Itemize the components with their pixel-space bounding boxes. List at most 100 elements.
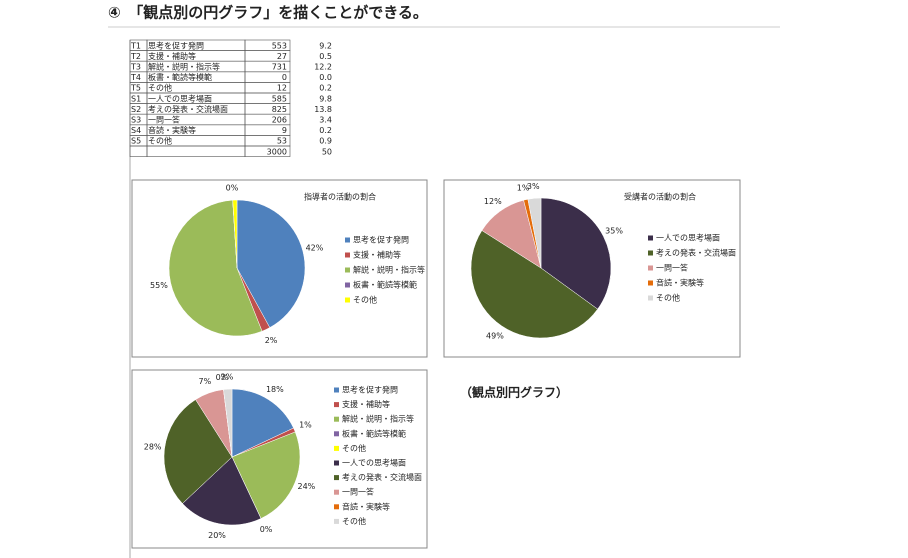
table-text: 585 xyxy=(272,94,287,103)
table-text: T4 xyxy=(130,73,141,82)
pie-slice xyxy=(231,431,301,519)
legend-label: 考えの発表・交流場面 xyxy=(656,248,736,258)
table-text: 支援・補助等 xyxy=(148,51,196,61)
data-label: 7% xyxy=(199,377,212,386)
pie-slice xyxy=(540,197,612,310)
table-text: T1 xyxy=(130,41,141,50)
table-text: 0.2 xyxy=(319,126,332,135)
table-text: 27 xyxy=(277,52,287,61)
pie-slice xyxy=(168,199,263,337)
table-text: 思考を促す発問 xyxy=(148,40,204,50)
data-label: 3% xyxy=(527,182,540,191)
table-text: 731 xyxy=(272,63,287,72)
data-label: 28% xyxy=(144,442,162,451)
table-text: 板書・範読等模範 xyxy=(148,72,212,82)
table-cell xyxy=(129,145,148,157)
table-text: 0.0 xyxy=(319,73,332,82)
table-text: 553 xyxy=(272,41,287,50)
table-text: 9.2 xyxy=(319,41,332,50)
legend-label: 思考を促す発問 xyxy=(342,385,398,395)
pie-slice xyxy=(470,230,598,339)
table-text: S5 xyxy=(131,137,141,146)
data-label: 35% xyxy=(605,226,623,235)
legend-swatch xyxy=(648,280,653,286)
data-label: 49% xyxy=(486,331,504,340)
table-text: 解説・説明・指示等 xyxy=(148,62,220,72)
legend-label: 支援・補助等 xyxy=(353,250,401,260)
legend-swatch xyxy=(648,265,653,271)
legend-label: その他 xyxy=(342,443,366,453)
table-text: 53 xyxy=(277,137,287,146)
legend-swatch xyxy=(648,235,653,241)
legend-label: 一問一答 xyxy=(342,487,374,497)
legend-label: 解説・説明・指示等 xyxy=(342,414,414,424)
pie-slice xyxy=(527,197,542,269)
legend-swatch xyxy=(334,504,339,510)
legend-swatch xyxy=(345,297,350,303)
table-text: 0.2 xyxy=(319,84,332,93)
legend-swatch xyxy=(648,295,653,301)
legend-swatch xyxy=(334,445,339,451)
legend-label: 板書・範読等模範 xyxy=(353,280,417,290)
table-text: 考えの発表・交流場面 xyxy=(148,104,228,114)
legend-swatch xyxy=(334,489,339,495)
data-label: 18% xyxy=(266,385,284,394)
table-text: 3000 xyxy=(267,147,287,156)
legend-swatch xyxy=(334,518,339,524)
legend-label: 思考を促す発問 xyxy=(353,235,409,245)
pie-slice xyxy=(182,456,262,526)
chart-title: 指導者の活動の割合 xyxy=(304,192,376,202)
data-label: 2% xyxy=(221,373,234,382)
table-text: 一問一答 xyxy=(148,115,180,125)
table-cell xyxy=(244,145,291,157)
table-text: 一人での思考場面 xyxy=(148,93,212,103)
table-text: 12 xyxy=(277,84,287,93)
data-label: 1% xyxy=(517,183,530,192)
legend-label: その他 xyxy=(342,516,366,526)
table-text: 13.8 xyxy=(314,105,332,114)
legend-label: 一問一答 xyxy=(656,263,688,273)
legend-swatch xyxy=(334,416,339,422)
chart-title: 受講者の活動の割合 xyxy=(624,192,696,202)
legend-swatch xyxy=(345,267,350,273)
table-text: S1 xyxy=(131,94,141,103)
table-text: 12.2 xyxy=(314,63,332,72)
data-label: 0% xyxy=(226,184,239,193)
table-text: 0.5 xyxy=(319,52,332,61)
pie-slice xyxy=(163,399,233,504)
table-text: T3 xyxy=(130,63,141,72)
legend-swatch xyxy=(648,250,653,256)
table-text: 3.4 xyxy=(319,116,332,125)
data-label: 24% xyxy=(297,482,315,491)
table-text: T5 xyxy=(130,84,141,93)
pie-slice xyxy=(236,199,306,328)
table-text: 9.8 xyxy=(319,94,332,103)
data-label: 0% xyxy=(216,373,229,382)
legend-label: 考えの発表・交流場面 xyxy=(342,472,422,482)
caption: （観点別円グラフ） xyxy=(460,385,568,400)
legend-swatch xyxy=(334,387,339,393)
table-text: 206 xyxy=(272,116,287,125)
table-text: 825 xyxy=(272,105,287,114)
table-text: S3 xyxy=(131,116,141,125)
data-label: 55% xyxy=(150,281,168,290)
legend-label: その他 xyxy=(353,295,377,305)
pie-slice xyxy=(231,388,294,458)
table-text: 9 xyxy=(282,126,287,135)
legend-label: 音読・実験等 xyxy=(342,501,390,511)
legend-swatch xyxy=(345,282,350,288)
legend-label: その他 xyxy=(656,293,680,303)
pie-slice xyxy=(232,199,238,269)
legend-label: 板書・範読等模範 xyxy=(342,428,406,438)
data-label: 42% xyxy=(306,244,324,253)
table-text: T2 xyxy=(130,52,141,61)
table-text: 0 xyxy=(282,73,287,82)
table-cell xyxy=(146,145,246,157)
table-text: 音読・実験等 xyxy=(148,125,196,135)
table-text: その他 xyxy=(148,83,172,93)
legend-swatch xyxy=(334,460,339,466)
table-text: S4 xyxy=(131,126,141,135)
legend-swatch xyxy=(334,475,339,481)
legend-swatch xyxy=(334,431,339,437)
